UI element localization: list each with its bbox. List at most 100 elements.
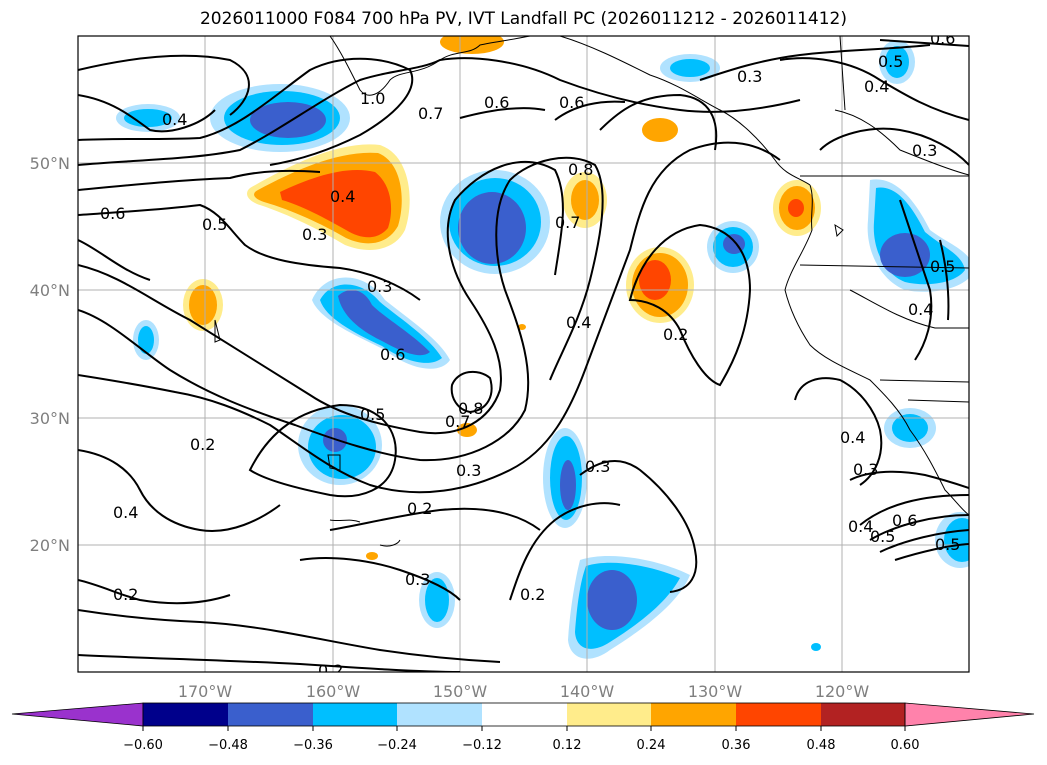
negative-anomaly-12 — [660, 54, 720, 82]
map-title: 2026011000 F084 700 hPa PV, IVT Landfall… — [199, 9, 847, 29]
contour-label: 0.2 — [190, 435, 215, 454]
negative-anomaly-16 — [811, 643, 821, 651]
contour-label: 0.2 — [663, 325, 688, 344]
contour-label: 0.7 — [445, 412, 470, 431]
negative-anomaly-14 — [935, 512, 969, 568]
colorbar: −0.60 −0.48 −0.36 −0.24 −0.12 0.12 0.24 … — [11, 702, 1035, 753]
colorbar-bin — [397, 703, 482, 726]
contour-label: 0.6 — [930, 29, 955, 48]
colorbar-bin — [143, 703, 228, 726]
pv-contours — [78, 39, 969, 672]
contour-label: 0.4 — [162, 110, 187, 129]
colorbar-tick-label: 0.48 — [807, 738, 836, 753]
contour-label: 0.6 — [484, 93, 509, 112]
negative-anomaly-13 — [879, 40, 915, 84]
plot-frame — [77, 35, 970, 673]
contour-label: 0.7 — [555, 213, 580, 232]
colorbar-tick-label: −0.12 — [462, 738, 502, 753]
contour-label: 0.6 — [380, 345, 405, 364]
contour-label: 0.3 — [737, 67, 762, 86]
contour-label: 0.4 — [330, 187, 355, 206]
latitude-label-40n: 40°N — [30, 281, 70, 300]
contour-label: 0.4 — [840, 428, 865, 447]
colorbar-bin — [228, 703, 313, 726]
contour-label: 0.3 — [405, 570, 430, 589]
latitude-label-30n: 30°N — [30, 409, 70, 428]
contour-labels: 0.4 1.0 0.7 0.6 0.6 0.3 0.5 0.4 0.6 0.4 … — [100, 29, 960, 672]
positive-anomaly-7 — [642, 118, 678, 142]
positive-anomaly-6 — [440, 36, 504, 54]
colorbar-bin — [651, 703, 736, 726]
gridlines — [78, 36, 969, 672]
colorbar-tick-label: −0.60 — [123, 738, 163, 753]
contour-label: 0.4 — [113, 503, 138, 522]
plot-area: 0.4 1.0 0.7 0.6 0.6 0.3 0.5 0.4 0.6 0.4 … — [78, 29, 969, 672]
contour-label: 0.5 — [935, 535, 960, 554]
longitude-label-150w: 150°W — [433, 682, 488, 701]
positive-anomaly-3 — [773, 180, 821, 236]
colorbar-tick-label: −0.24 — [377, 738, 417, 753]
positive-anomaly-2 — [626, 247, 694, 323]
contour-label: 0.4 — [864, 77, 889, 96]
colorbar-tick-label: −0.36 — [293, 738, 333, 753]
colorbar-tick-label: 0.60 — [891, 738, 920, 753]
contour-label: 0.6 — [892, 511, 917, 530]
longitude-label-130w: 130°W — [688, 682, 743, 701]
contour-label: 0.2 — [520, 585, 545, 604]
colorbar-tick-label: 0.12 — [553, 738, 582, 753]
contour-label: 0.8 — [458, 399, 483, 418]
contour-label: 0.5 — [360, 405, 385, 424]
contour-label: 0.3 — [912, 141, 937, 160]
contour-label: 0.7 — [418, 104, 443, 123]
ocean-background — [78, 36, 969, 672]
contour-label: 0.4 — [566, 313, 591, 332]
colorbar-bin — [567, 703, 651, 726]
contour-label: 0.5 — [878, 52, 903, 71]
contour-label: 0.3 — [585, 457, 610, 476]
contour-label: 0.3 — [456, 461, 481, 480]
contour-label: 1.0 — [360, 89, 385, 108]
positive-anomaly-9 — [366, 552, 378, 560]
negative-anomaly-7 — [568, 555, 690, 659]
negative-anomaly-11 — [884, 408, 936, 448]
colorbar-frame — [142, 702, 906, 727]
contour-label: 0.4 — [848, 517, 873, 536]
latitude-label-20n: 20°N — [30, 536, 70, 555]
colorbar-tick-label: −0.48 — [208, 738, 248, 753]
positive-anomaly-5 — [183, 279, 223, 331]
colorbar-bin — [821, 703, 905, 726]
contour-label: 0.5 — [930, 257, 955, 276]
latitude-axis: 50°N 40°N 30°N 20°N — [30, 154, 70, 555]
positive-anomaly-8 — [457, 423, 477, 437]
longitude-label-120w: 120°W — [815, 682, 870, 701]
pv-shading — [116, 36, 969, 659]
contour-label: 0.8 — [568, 160, 593, 179]
colorbar-bin — [482, 703, 567, 726]
colorbar-tick-label: 0.36 — [722, 738, 751, 753]
negative-anomaly-3 — [440, 170, 550, 274]
contour-label: 0.5 — [202, 215, 227, 234]
contour-label: 0.3 — [853, 460, 878, 479]
contour-label: 0.5 — [870, 527, 895, 546]
colorbar-min-extension — [11, 702, 144, 727]
longitude-label-140w: 140°W — [560, 682, 615, 701]
negative-anomaly-4 — [312, 277, 450, 369]
positive-anomaly-10 — [518, 324, 526, 330]
negative-anomaly-10 — [867, 179, 969, 292]
latitude-label-50n: 50°N — [30, 154, 70, 173]
positive-anomaly-4 — [563, 172, 607, 228]
contour-label: 0.6 — [559, 93, 584, 112]
longitude-label-170w: 170°W — [178, 682, 233, 701]
negative-anomaly-1 — [210, 84, 350, 152]
negative-anomaly-15 — [133, 320, 159, 360]
colorbar-bin — [736, 703, 821, 726]
colorbar-max-extension — [904, 702, 1035, 727]
contour-label: 0.3 — [367, 277, 392, 296]
contour-label: 0.2 — [407, 499, 432, 518]
contour-label: 0.2 — [113, 585, 138, 604]
colorbar-ticks — [142, 726, 906, 731]
contour-label: 0.4 — [908, 300, 933, 319]
contour-label: 0.6 — [100, 204, 125, 223]
longitude-label-160w: 160°W — [306, 682, 361, 701]
